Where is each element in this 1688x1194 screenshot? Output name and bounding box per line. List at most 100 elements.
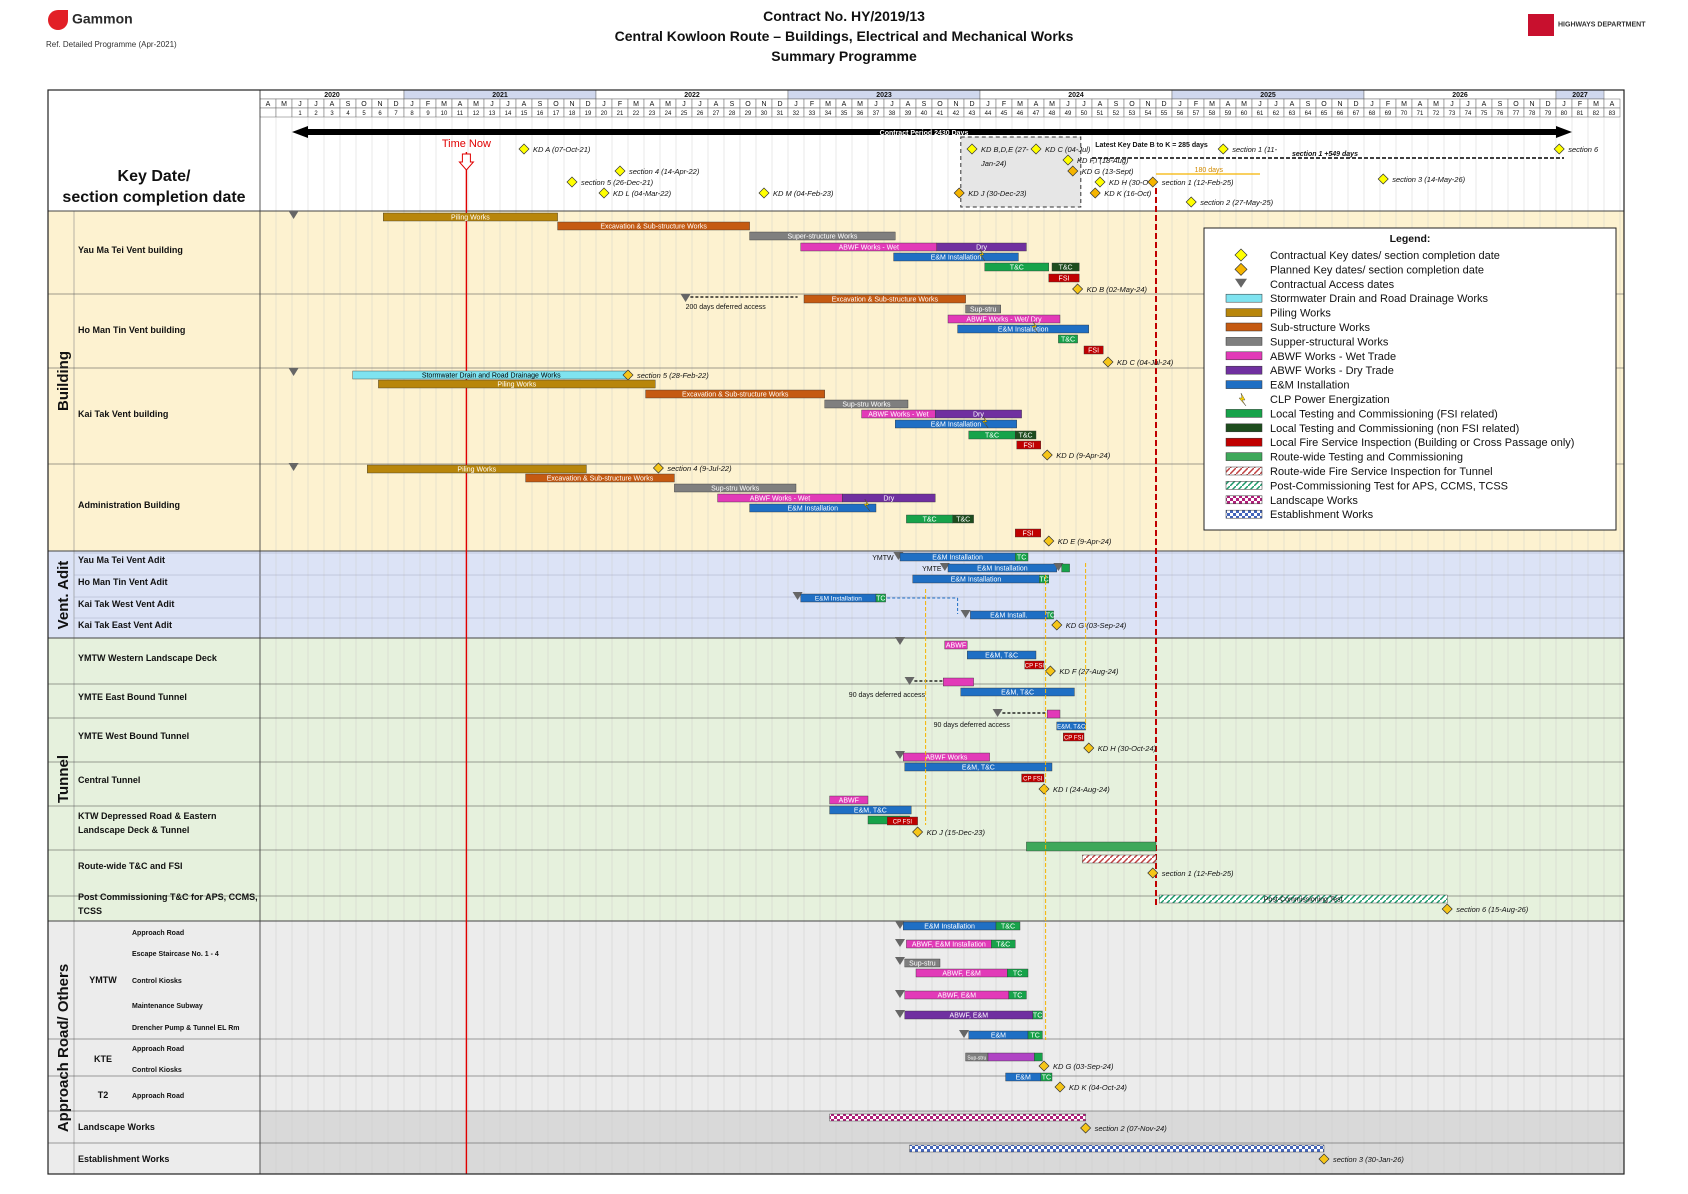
legend-item-label: Post-Commissioning Test for APS, CCMS, T… <box>1270 480 1508 492</box>
month-number: 32 <box>793 111 800 117</box>
month-number-cell <box>275 107 293 118</box>
task-bar <box>383 212 558 222</box>
month-label: D <box>777 101 782 108</box>
milestone-diamond <box>1054 1081 1066 1093</box>
task-bar-label: E&M Installation <box>931 255 982 262</box>
milestone-diamond <box>1038 783 1050 795</box>
subrow-label: Drencher Pump & Tunnel EL Rm <box>132 1025 239 1032</box>
task-bar-label: TC <box>1039 577 1048 584</box>
month-number: 33 <box>809 111 816 117</box>
access-triangle <box>1053 563 1064 571</box>
legend-item-label: Contractual Key dates/ section completio… <box>1270 250 1500 262</box>
month-number: 7 <box>394 111 398 117</box>
month-number: 64 <box>1305 111 1312 117</box>
milestone-diamond <box>1062 154 1074 166</box>
task-bar-label: ABWF Works - Wet/ Dry <box>966 317 1042 324</box>
month-number: 72 <box>1433 111 1440 117</box>
task-bar <box>1040 1072 1053 1082</box>
month-number: 12 <box>473 111 480 117</box>
deferred-access-label: 90 days deferred access <box>934 722 1011 729</box>
row-label: Yau Ma Tei Vent building <box>78 245 183 255</box>
clp-power-icon <box>978 248 986 262</box>
month-label: N <box>1529 101 1534 108</box>
month-number: 54 <box>1145 111 1152 117</box>
milestone-label: KD G (03-Sep-24) <box>1053 1062 1114 1071</box>
month-label: N <box>569 101 574 108</box>
month-number: 42 <box>953 111 960 117</box>
legend-item-label: ABWF Works - Wet Trade <box>1270 351 1396 363</box>
others-band <box>260 1111 1624 1174</box>
month-number: 4 <box>346 111 350 117</box>
milestone-diamond <box>1318 1153 1330 1165</box>
task-bar-label: TC <box>1017 555 1026 562</box>
month-number: 5 <box>362 111 366 117</box>
task-bar <box>1034 1052 1043 1062</box>
year-label: 2027 <box>1572 92 1588 99</box>
month-label: O <box>361 101 367 108</box>
task-bar <box>1015 430 1037 440</box>
month-number: 77 <box>1513 111 1520 117</box>
month-label: M <box>441 101 447 108</box>
month-label: A <box>1034 101 1039 108</box>
task-bar <box>987 1052 1035 1062</box>
task-bar <box>995 921 1021 931</box>
milestone-label: section 6 (15-Aug-26) <box>1456 905 1529 914</box>
task-bar <box>935 409 1022 419</box>
month-number: 62 <box>1273 111 1280 117</box>
month-label: J <box>890 101 894 108</box>
month-label: F <box>1002 101 1006 108</box>
task-bar-label: Super-structure Works <box>787 234 857 241</box>
task-bar-label: ABWF <box>946 643 966 650</box>
month-label: J <box>490 101 494 108</box>
milestone-label: KD F,I (18-Aug) <box>1077 156 1129 165</box>
month-number-cell <box>1603 107 1621 118</box>
month-label: M <box>1593 101 1599 108</box>
task-bar-label: CP FSI <box>1064 736 1084 742</box>
month-number: 30 <box>761 111 768 117</box>
month-number: 49 <box>1065 111 1072 117</box>
task-bar-label: E&M Installation <box>932 555 983 562</box>
task-bar-label: ABWF Works <box>925 755 967 762</box>
milestone-diamond <box>1102 356 1114 368</box>
milestone-diamond <box>1094 176 1106 188</box>
subrow-label: Escape Staircase No. 1 - 4 <box>132 951 219 958</box>
legend-item-label: Landscape Works <box>1270 495 1358 507</box>
month-label: J <box>1274 101 1278 108</box>
month-number: 11 <box>457 111 464 117</box>
time-now-arrow-icon <box>458 153 475 171</box>
group-label: Vent. Adit <box>55 561 72 630</box>
month-label: M <box>633 101 639 108</box>
contract-period-label: Contract Period 2430 Days <box>880 130 969 137</box>
month-number: 9 <box>426 111 430 117</box>
task-bar <box>1021 773 1045 783</box>
task-bar <box>842 493 936 503</box>
task-bar-label: TC <box>1031 1033 1040 1040</box>
deferred-access-label: 90 days deferred access <box>849 692 926 699</box>
row-label: Administration Building <box>78 500 180 510</box>
month-number: 83 <box>1609 111 1616 117</box>
month-label: S <box>346 101 351 108</box>
task-bar-label: E&M, T&C <box>1057 725 1086 731</box>
month-number: 50 <box>1081 111 1088 117</box>
row-label: KTW Depressed Road & Eastern <box>78 811 217 821</box>
legend-swatch <box>1225 509 1263 519</box>
arrow-head <box>1556 126 1572 138</box>
task-bar <box>875 593 886 603</box>
task-bar <box>984 262 1049 272</box>
month-number: 58 <box>1209 111 1216 117</box>
month-number: 35 <box>841 111 848 117</box>
group-label: Building <box>55 351 72 411</box>
deferred-access-label: 200 days deferred access <box>686 304 767 311</box>
month-label: A <box>266 101 271 108</box>
task-bar <box>1158 894 1448 904</box>
legend-item-label: Piling Works <box>1270 308 1331 320</box>
task-bar <box>1058 334 1078 344</box>
task-bar <box>674 483 797 493</box>
row-label: Landscape Deck & Tunnel <box>78 825 189 835</box>
month-number: 48 <box>1049 111 1056 117</box>
month-label: D <box>1545 101 1550 108</box>
month-number: 6 <box>378 111 382 117</box>
milestone-label: KD K (16-Oct) <box>1104 189 1152 198</box>
key-dates-title: Key Date/ <box>118 168 191 185</box>
legend-swatch <box>1225 365 1263 375</box>
